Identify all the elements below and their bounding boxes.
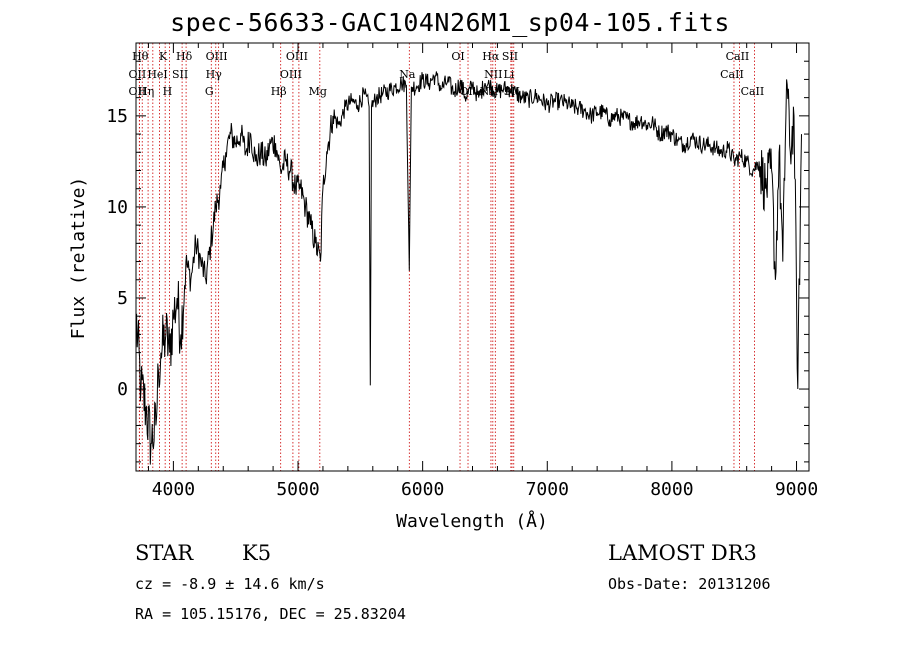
spectral-line-labels: HθOIIOIIHηHeIKHSIIHδGHγOIIIHβOIIIOIIIMgN…: [129, 50, 765, 98]
x-tick-label: 6000: [401, 479, 444, 500]
line-label-24: SII: [502, 50, 518, 63]
x-tick-label: 7000: [526, 479, 569, 500]
obs-date-text: Obs-Date: 20131206: [608, 575, 771, 593]
line-label-28: CaII: [741, 85, 765, 98]
redshift-text: cz = -8.9 ± 14.6 km/s: [135, 575, 325, 593]
plot-frame: [135, 42, 810, 472]
x-tick-label: 4000: [152, 479, 195, 500]
line-label-15: OIII: [286, 50, 308, 63]
survey-label: LAMOST DR3: [608, 541, 757, 565]
spectral-line-markers: [138, 43, 755, 471]
line-label-22: NII: [484, 68, 502, 81]
chart-title: spec-56633-GAC104N26M1_sp04-105.fits: [170, 8, 730, 37]
line-label-16: Mg: [309, 85, 327, 98]
y-tick-label: 5: [117, 288, 128, 309]
line-label-11: Hγ: [206, 68, 223, 81]
line-label-13: Hβ: [271, 85, 287, 98]
x-axis-ticks: 4000 5000 6000 7000 8000 9000: [147, 43, 818, 500]
line-label-21: Hα: [482, 50, 500, 63]
line-label-12: OIII: [206, 50, 228, 63]
line-label-2: OII: [129, 85, 147, 98]
line-label-9: Hδ: [176, 50, 193, 63]
y-tick-label: 15: [106, 106, 128, 127]
coordinates-text: RA = 105.15176, DEC = 25.83204: [135, 605, 406, 623]
spectrum-series-line: [135, 71, 802, 465]
line-label-17: Na: [399, 68, 416, 81]
line-label-1: OII: [129, 68, 147, 81]
line-label-27: CaII: [726, 50, 750, 63]
y-tick-label: 10: [106, 197, 128, 218]
y-tick-label: 0: [117, 379, 128, 400]
line-label-23: Li: [503, 68, 514, 81]
line-label-6: K: [159, 50, 168, 63]
y-axis-label: Flux (relative): [68, 177, 89, 340]
y-axis-ticks: 0 5 10 15: [106, 60, 809, 463]
line-label-18: OI: [451, 50, 464, 63]
line-label-14: OIII: [280, 68, 302, 81]
x-tick-label: 9000: [775, 479, 818, 500]
x-tick-label: 5000: [276, 479, 319, 500]
line-label-8: SII: [172, 68, 188, 81]
subclass-label: K5: [242, 541, 272, 565]
line-label-10: G: [205, 85, 214, 98]
line-label-7: H: [163, 85, 173, 98]
x-tick-label: 8000: [650, 479, 693, 500]
object-type-label: STAR: [135, 541, 194, 565]
line-label-5: HeI: [147, 68, 167, 81]
line-label-26: CaII: [720, 68, 744, 81]
line-label-3: Hη: [138, 85, 154, 98]
x-axis-label: Wavelength (Å): [396, 510, 548, 532]
